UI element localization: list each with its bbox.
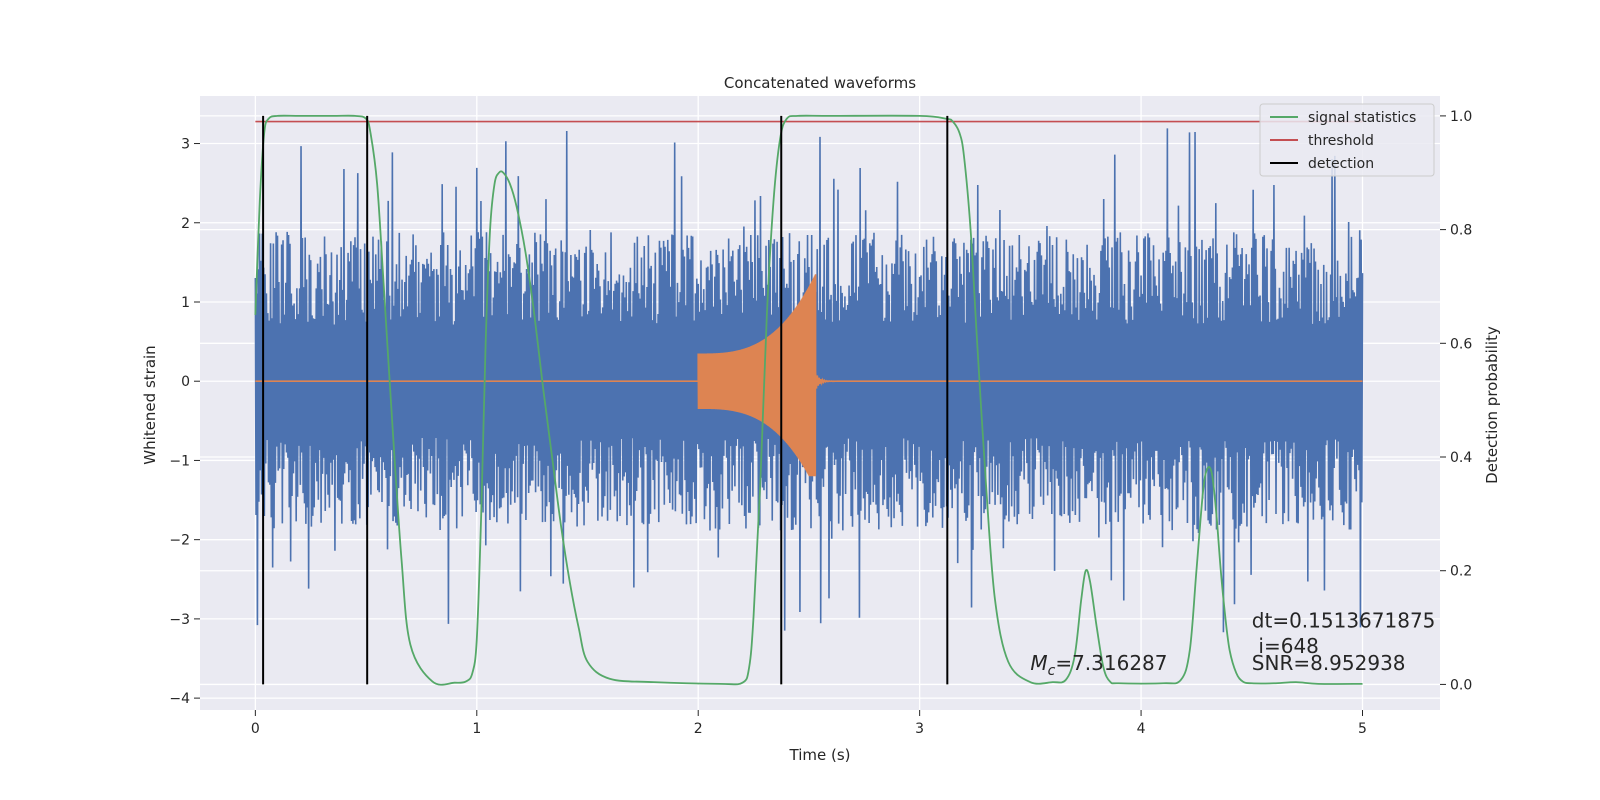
annotation-dt: dt=0.1513671875 xyxy=(1252,609,1436,633)
y-tick-label: 3 xyxy=(181,137,190,153)
x-axis-label: Time (s) xyxy=(789,746,851,764)
y2-tick-label: 0.4 xyxy=(1450,450,1472,466)
noise-series-line xyxy=(254,128,1364,633)
y2-tick-label: 0.8 xyxy=(1450,223,1472,239)
y-tick-label: −1 xyxy=(169,453,190,469)
y2-tick-label: 0.6 xyxy=(1450,336,1472,352)
chart-title: Concatenated waveforms xyxy=(724,74,916,92)
x-tick-label: 1 xyxy=(472,721,481,737)
series-layer xyxy=(254,114,1364,686)
y-tick-label: −2 xyxy=(169,533,190,549)
legend: signal statistics threshold detection xyxy=(1259,103,1435,177)
y2-axis-label: Detection probability xyxy=(1483,326,1501,484)
y2-tick-label: 0.2 xyxy=(1450,564,1472,580)
legend-label-threshold: threshold xyxy=(1308,133,1374,149)
y-tick-label: 2 xyxy=(181,216,190,232)
chirp-series-line xyxy=(255,274,1363,477)
y2-tick-label: 1.0 xyxy=(1450,109,1472,125)
annotation-snr: SNR=8.952938 xyxy=(1252,651,1406,675)
annotation-i: i=648 xyxy=(1258,634,1319,658)
x-tick-label: 0 xyxy=(251,721,260,737)
annotations: Mc=7.316287 dt=0.1513671875i=648SNR=8.952… xyxy=(1030,609,1435,680)
ticks: 0 1 2 3 4 5 −4 −3 −2 −1 0 1 2 3 0.0 0.2 0.4 0.6 0.8 1.0 xyxy=(169,109,1472,737)
legend-box xyxy=(1259,103,1435,177)
legend-label-detection: detection xyxy=(1308,156,1374,172)
y2-tick-label: 0.0 xyxy=(1450,677,1472,693)
y-axis-label: Whitened strain xyxy=(141,345,159,464)
y-tick-label: −4 xyxy=(169,691,190,707)
x-tick-label: 4 xyxy=(1137,721,1146,737)
y-tick-label: 1 xyxy=(181,295,190,311)
annotation-mc: Mc=7.316287 xyxy=(1030,651,1167,679)
y-tick-label: 0 xyxy=(181,374,190,390)
legend-label-signal-statistics: signal statistics xyxy=(1308,110,1416,126)
signal-statistics-line xyxy=(254,114,1363,686)
x-tick-label: 5 xyxy=(1358,721,1367,737)
y-tick-label: −3 xyxy=(169,612,190,628)
x-tick-label: 2 xyxy=(694,721,703,737)
x-tick-label: 3 xyxy=(915,721,924,737)
